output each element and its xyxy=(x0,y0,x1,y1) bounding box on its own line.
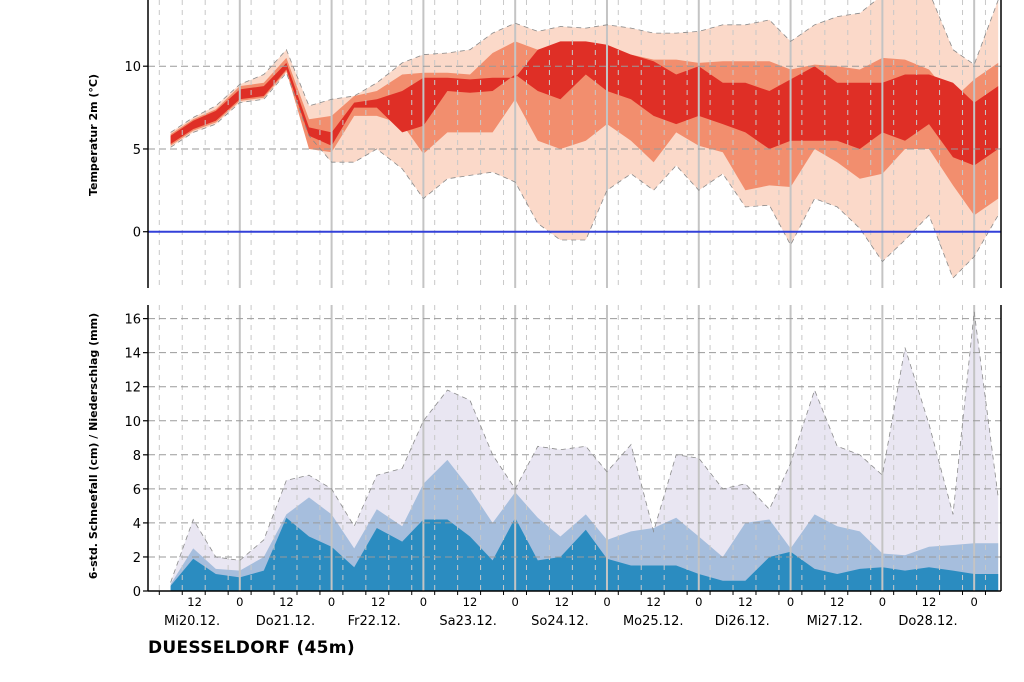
day-tick-label: Mo25.12. xyxy=(623,614,684,629)
y-tick-label: 14 xyxy=(124,347,141,362)
hour-tick-label: 0 xyxy=(328,595,335,609)
hour-tick-label: 0 xyxy=(236,595,243,609)
hour-tick-label: 0 xyxy=(420,595,427,609)
hour-tick-label: 0 xyxy=(695,595,702,609)
y-tick-label: 16 xyxy=(124,313,141,328)
hour-tick-label: 0 xyxy=(603,595,610,609)
y-tick-label: 0 xyxy=(133,585,141,600)
hour-tick-label: 12 xyxy=(738,595,753,609)
time-axis: 12 0 12 0 12 0 12 0 12 0 12 0 12 0 12 0 12 0 Mi20.12. Do21.… xyxy=(158,591,986,629)
hour-tick-label: 0 xyxy=(787,595,794,609)
hour-tick-label: 12 xyxy=(554,595,569,609)
day-tick-label: Mi27.12. xyxy=(807,614,863,629)
hour-tick-label: 12 xyxy=(279,595,294,609)
y-tick-label: 4 xyxy=(133,517,141,532)
hour-tick-label: 12 xyxy=(646,595,661,609)
hour-tick-label: 12 xyxy=(922,595,937,609)
y-tick-label: 6 xyxy=(133,483,141,498)
day-tick-label: Do21.12. xyxy=(256,614,315,629)
day-tick-label: Mi20.12. xyxy=(164,614,220,629)
day-tick-label: Fr22.12. xyxy=(348,614,401,629)
day-tick-label: Sa23.12. xyxy=(439,614,497,629)
y-axis-title: Temperatur 2m (°C) xyxy=(87,74,100,196)
hour-tick-label: 12 xyxy=(187,595,202,609)
y-tick-label: 10 xyxy=(124,415,141,430)
precip-outer-edge xyxy=(170,311,999,583)
hour-tick-label: 12 xyxy=(371,595,386,609)
y-tick-label: 12 xyxy=(124,381,141,396)
hour-tick-label: 12 xyxy=(830,595,845,609)
hour-tick-label: 0 xyxy=(879,595,886,609)
y-tick-label: 8 xyxy=(133,449,141,464)
hour-tick-label: 0 xyxy=(512,595,519,609)
hour-tick-label: 0 xyxy=(971,595,978,609)
station-label: DUESSELDORF (45m) xyxy=(148,638,355,658)
day-tick-label: Do28.12. xyxy=(898,614,957,629)
temperature-panel: 0 5 10 Temperatur 2m (°C) xyxy=(87,0,1002,288)
y-tick-label: 5 xyxy=(133,143,141,158)
y-tick-label: 10 xyxy=(124,60,141,75)
y-axis-title: 6-std. Schneefall (cm) / Niederschlag (m… xyxy=(87,313,100,579)
y-tick-label: 0 xyxy=(133,226,141,241)
day-tick-label: So24.12. xyxy=(531,614,589,629)
y-tick-label: 2 xyxy=(133,551,141,566)
temp-outer-high-edge xyxy=(170,0,999,133)
hour-tick-label: 12 xyxy=(463,595,478,609)
precipitation-panel: 0 2 4 6 8 10 12 14 16 6-std. Schneefall (cm) / Ni… xyxy=(87,305,1002,600)
temp-outer-low-edge xyxy=(170,72,999,279)
day-tick-label: Di26.12. xyxy=(715,614,770,629)
